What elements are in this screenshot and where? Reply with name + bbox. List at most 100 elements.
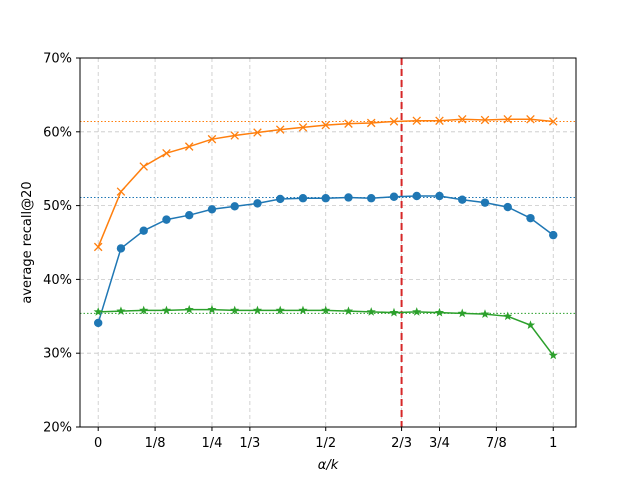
x-tick-label: 2/3 [391, 436, 412, 451]
data-point [458, 195, 467, 204]
data-point [435, 116, 444, 125]
marker-stroke [93, 242, 103, 252]
marker-stroke [116, 187, 126, 196]
data-point [252, 305, 263, 315]
y-tick-label: 40% [43, 273, 72, 288]
x-tick-label: 0 [94, 436, 102, 451]
data-point [253, 128, 262, 137]
plot-frame [79, 57, 577, 428]
marker-stroke [457, 114, 467, 124]
data-point [480, 115, 490, 125]
data-point [253, 199, 262, 208]
x-tick-label: 1 [549, 436, 557, 451]
data-point [412, 116, 421, 125]
data-point [548, 117, 558, 126]
data-point [185, 210, 194, 220]
series-0 [93, 114, 558, 252]
y-tick-label: 70% [43, 52, 72, 67]
marker-stroke [207, 134, 217, 144]
data-point [503, 311, 513, 321]
marker-stroke [298, 123, 308, 132]
marker-stroke [366, 118, 376, 128]
data-point [207, 304, 217, 314]
data-point [389, 307, 399, 317]
data-point [548, 350, 558, 360]
x-tick-label: 1/2 [315, 436, 336, 451]
data-point [93, 242, 103, 252]
data-point [526, 213, 535, 223]
marker-stroke [526, 114, 535, 124]
data-point [139, 305, 149, 315]
data-point [207, 205, 217, 214]
data-point [116, 187, 126, 196]
data-point [184, 304, 194, 314]
marker-stroke [548, 117, 558, 126]
data-point [139, 226, 148, 235]
data-point [389, 192, 399, 201]
data-point [230, 131, 239, 140]
y-tick-label: 30% [43, 347, 72, 362]
data-point [94, 318, 103, 328]
x-tick-label: 7/8 [486, 436, 507, 451]
data-point [435, 191, 444, 201]
marker-stroke [139, 162, 148, 171]
data-point [549, 230, 558, 240]
x-axis-label: α/k [318, 458, 339, 473]
data-point [162, 148, 171, 158]
marker-stroke [435, 116, 444, 125]
data-point [457, 114, 467, 124]
data-point [139, 162, 148, 171]
data-point [93, 307, 103, 316]
data-point [321, 120, 330, 130]
x-tick-label: 1/3 [239, 436, 260, 451]
y-tick-label: 50% [43, 199, 72, 214]
marker-stroke [389, 117, 399, 126]
data-point [367, 194, 376, 203]
data-point [276, 194, 285, 204]
marker-stroke [321, 120, 330, 130]
data-point [275, 305, 285, 315]
series-1 [94, 191, 558, 328]
data-point [389, 117, 399, 126]
data-point [162, 215, 171, 224]
data-point [184, 142, 194, 151]
marker-stroke [230, 131, 239, 140]
y-axis-label: average recall@20 [20, 181, 35, 303]
marker-stroke [162, 148, 171, 158]
data-point [161, 305, 172, 315]
y-tick-label: 20% [43, 421, 72, 436]
marker-stroke [275, 125, 285, 134]
data-point [207, 134, 217, 144]
data-point [321, 194, 330, 203]
marker-stroke [412, 116, 421, 125]
marker-stroke [253, 128, 262, 137]
reference-lines [80, 120, 576, 314]
data-point [434, 307, 445, 317]
data-point [412, 307, 422, 316]
data-point [230, 305, 240, 315]
marker-stroke [344, 119, 353, 128]
data-point [412, 191, 421, 201]
x-tick-label: 3/4 [429, 436, 450, 451]
data-point [230, 202, 239, 211]
x-tick-label: 1/8 [145, 436, 166, 451]
data-point [298, 123, 308, 132]
marker-stroke [503, 114, 513, 124]
marker-stroke [184, 142, 194, 151]
data-point [457, 308, 467, 318]
data-point [275, 125, 285, 134]
data-point [480, 198, 490, 207]
y-tick-label: 60% [43, 125, 72, 140]
data-point [344, 193, 353, 202]
marker-stroke [480, 115, 490, 125]
data-point [116, 306, 126, 316]
data-point [503, 114, 513, 124]
data-point [503, 202, 512, 212]
data-point [366, 118, 376, 128]
data-point [344, 119, 353, 128]
data-point [321, 305, 331, 315]
grid-layer [80, 57, 576, 428]
ticks-layer: 0 1/8 1/4 1/3 1/2 2/3 3/4 7/8 1 20% 30% 40% 50% 60% 70… [43, 52, 557, 452]
data-point [343, 306, 354, 316]
